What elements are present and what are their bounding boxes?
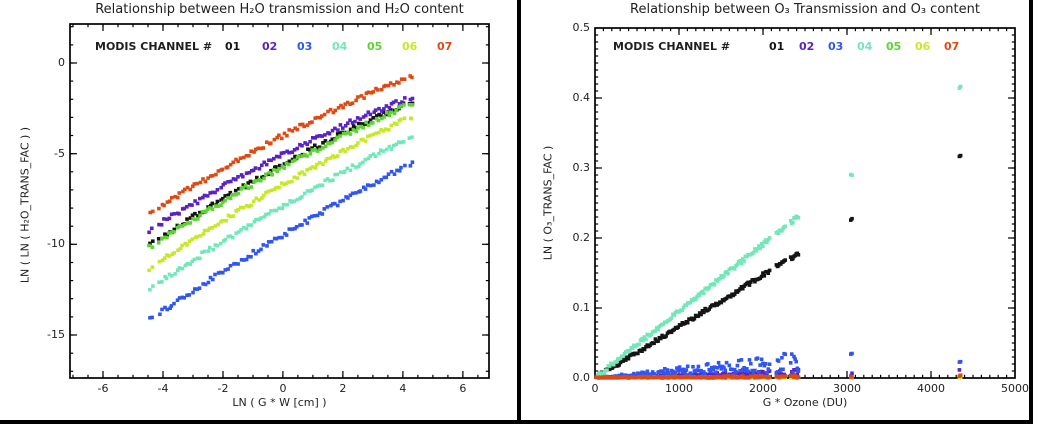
y-tick-label: 0.5 bbox=[572, 21, 591, 34]
x-tick-label: 5000 bbox=[1001, 382, 1029, 395]
y-tick-label: -5 bbox=[54, 146, 65, 160]
y-tick-label: 0.1 bbox=[572, 301, 591, 314]
x-tick-label: 3000 bbox=[833, 382, 861, 395]
legend-entry-04: 04 bbox=[857, 40, 873, 53]
legend-entry-06: 06 bbox=[402, 40, 418, 53]
y-tick-label: 0.4 bbox=[572, 91, 591, 104]
o3-plot-svg bbox=[594, 27, 1016, 380]
legend-entry-02: 02 bbox=[262, 40, 278, 53]
legend-entry-04: 04 bbox=[332, 40, 348, 53]
panel-divider bbox=[517, 0, 521, 424]
x-tick-label: -2 bbox=[217, 382, 229, 395]
h2o-plot-svg bbox=[69, 23, 490, 379]
right-border bbox=[1029, 0, 1033, 424]
x-tick-label: 2000 bbox=[749, 382, 777, 395]
x-tick-label: 2 bbox=[339, 382, 347, 395]
y-tick-label: 0.0 bbox=[572, 371, 591, 384]
x-tick-label: 4000 bbox=[917, 382, 945, 395]
y-tick-label: 0.3 bbox=[572, 161, 591, 174]
legend-entry-03: 03 bbox=[297, 40, 313, 53]
legend-entry-01: 01 bbox=[225, 40, 241, 53]
x-tick-label: -4 bbox=[157, 382, 169, 395]
x-tick-label: 1000 bbox=[665, 382, 693, 395]
legend-title: MODIS CHANNEL # bbox=[613, 40, 731, 53]
y-tick-label: -10 bbox=[47, 237, 65, 251]
legend-entry-03: 03 bbox=[828, 40, 844, 53]
x-axis-label: LN ( G * W [cm] ) bbox=[232, 396, 327, 409]
panel-title: Relationship between O₃ Transmission and… bbox=[630, 2, 980, 17]
legend-entry-01: 01 bbox=[769, 40, 785, 53]
y-tick-label: -15 bbox=[47, 328, 65, 342]
h2o-panel: Relationship between H₂O transmission an… bbox=[0, 0, 517, 430]
x-tick-label: 0 bbox=[279, 382, 287, 395]
panel-title: Relationship between H₂O transmission an… bbox=[95, 2, 464, 17]
x-tick-label: 4 bbox=[399, 382, 407, 395]
y-tick-label: 0 bbox=[58, 55, 65, 69]
x-tick-label: -6 bbox=[97, 382, 109, 395]
o3-panel: Relationship between O₃ Transmission and… bbox=[519, 0, 1036, 430]
bottom-border bbox=[0, 420, 1033, 424]
legend-entry-07: 07 bbox=[944, 40, 960, 53]
y-tick-label: 0.2 bbox=[572, 231, 591, 244]
legend-entry-06: 06 bbox=[915, 40, 931, 53]
legend-title: MODIS CHANNEL # bbox=[95, 40, 213, 53]
x-axis-label: G * Ozone (DU) bbox=[762, 396, 848, 409]
x-tick-label: 6 bbox=[459, 382, 467, 395]
legend-entry-05: 05 bbox=[886, 40, 902, 53]
legend-entry-07: 07 bbox=[437, 40, 453, 53]
legend-entry-02: 02 bbox=[799, 40, 815, 53]
x-tick-label: 0 bbox=[591, 382, 599, 395]
legend-entry-05: 05 bbox=[367, 40, 383, 53]
